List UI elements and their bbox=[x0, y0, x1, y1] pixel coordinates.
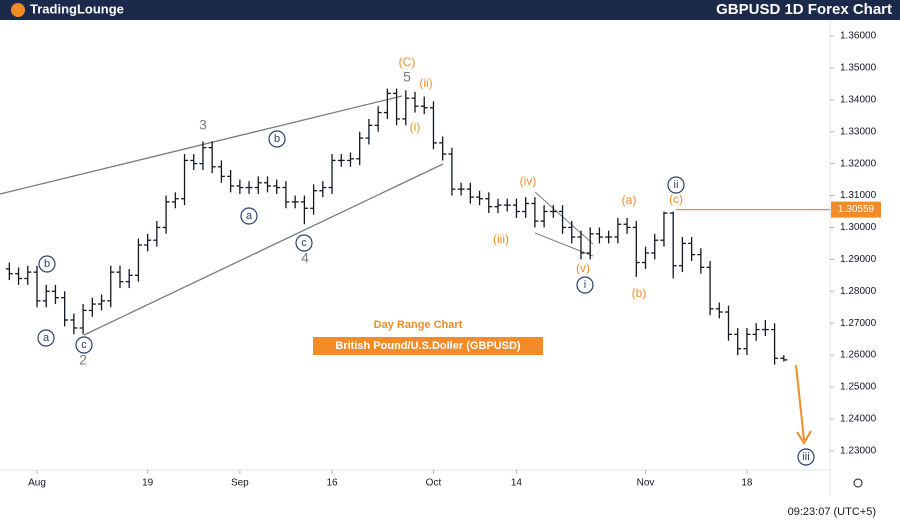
wave-label: 2 bbox=[79, 352, 87, 368]
label-box bbox=[313, 337, 543, 355]
wave-label: c bbox=[301, 237, 307, 249]
wave-circle bbox=[797, 448, 815, 466]
x-tick-label: 19 bbox=[142, 478, 154, 489]
chart-label: British Pound/U.S.Doller (GBPUSD) bbox=[335, 340, 521, 352]
wave-circle bbox=[268, 130, 286, 148]
wave-circle bbox=[240, 207, 258, 225]
wave-label: 4 bbox=[301, 250, 309, 266]
x-tick-label: Oct bbox=[426, 478, 442, 489]
wave-label: b bbox=[274, 133, 280, 145]
chart-subtitle: Day Range Chart bbox=[374, 319, 463, 331]
wave-label: (C) bbox=[399, 55, 416, 69]
wave-label: i bbox=[584, 279, 586, 291]
y-tick-label: 1.35000 bbox=[840, 63, 877, 74]
x-tick-label: 16 bbox=[326, 478, 338, 489]
y-tick-label: 1.28000 bbox=[840, 286, 877, 297]
wave-circle bbox=[295, 234, 313, 252]
projection-arrow bbox=[795, 364, 812, 445]
timestamp: 09:23:07 (UTC+5) bbox=[788, 506, 876, 518]
wave-circle bbox=[75, 336, 93, 354]
chart-title: GBPUSD 1D Forex Chart bbox=[716, 1, 892, 18]
wave-label: (iii) bbox=[493, 232, 509, 246]
wave-label: (v) bbox=[576, 261, 590, 275]
trendline bbox=[83, 163, 444, 336]
x-tick-label: Sep bbox=[231, 478, 249, 489]
wave-circle bbox=[38, 255, 56, 273]
trendline bbox=[0, 95, 403, 195]
wave-circle bbox=[576, 276, 594, 294]
y-tick-label: 1.30000 bbox=[840, 222, 877, 233]
wave-label: (c) bbox=[669, 192, 683, 206]
wave-label: ii bbox=[674, 179, 679, 191]
y-tick-label: 1.36000 bbox=[840, 31, 877, 42]
y-tick-label: 1.29000 bbox=[840, 254, 877, 265]
wave-label: a bbox=[246, 210, 253, 222]
x-tick-label: 14 bbox=[511, 478, 523, 489]
y-tick-label: 1.31000 bbox=[840, 190, 877, 201]
y-tick-label: 1.34000 bbox=[840, 94, 877, 105]
logo: TradingLounge bbox=[30, 1, 124, 16]
y-tick-label: 1.32000 bbox=[840, 158, 877, 169]
y-tick-label: 1.25000 bbox=[840, 382, 877, 393]
y-tick-label: 1.26000 bbox=[840, 350, 877, 361]
wave-label: (ii) bbox=[419, 76, 432, 90]
wave-label: b bbox=[44, 258, 50, 270]
wave-label: iii bbox=[802, 451, 809, 463]
y-tick-label: 1.33000 bbox=[840, 126, 877, 137]
wave-label: 5 bbox=[403, 69, 411, 85]
wave-circle bbox=[37, 329, 55, 347]
wave-label: (b) bbox=[632, 286, 647, 300]
y-tick-label: 1.23000 bbox=[840, 445, 877, 456]
x-tick-label: Aug bbox=[28, 478, 46, 489]
x-tick-label: Nov bbox=[637, 478, 655, 489]
wave-label: (i) bbox=[410, 120, 421, 134]
trendline bbox=[534, 191, 594, 245]
wave-label: 3 bbox=[199, 117, 207, 133]
wave-label: c bbox=[81, 339, 87, 351]
price-level-label: 1.30559 bbox=[838, 204, 875, 215]
wave-label: (a) bbox=[622, 193, 637, 207]
x-tick-label: 18 bbox=[741, 478, 753, 489]
logo-icon bbox=[11, 3, 25, 17]
y-tick-label: 1.27000 bbox=[840, 318, 877, 329]
header-bar bbox=[0, 0, 900, 20]
trendline bbox=[534, 232, 594, 257]
wave-circle bbox=[667, 176, 685, 194]
wave-label: (iv) bbox=[520, 174, 537, 188]
settings-icon[interactable] bbox=[853, 478, 863, 488]
y-tick-label: 1.24000 bbox=[840, 414, 877, 425]
price-level-box bbox=[831, 201, 881, 218]
wave-label: a bbox=[43, 332, 50, 344]
